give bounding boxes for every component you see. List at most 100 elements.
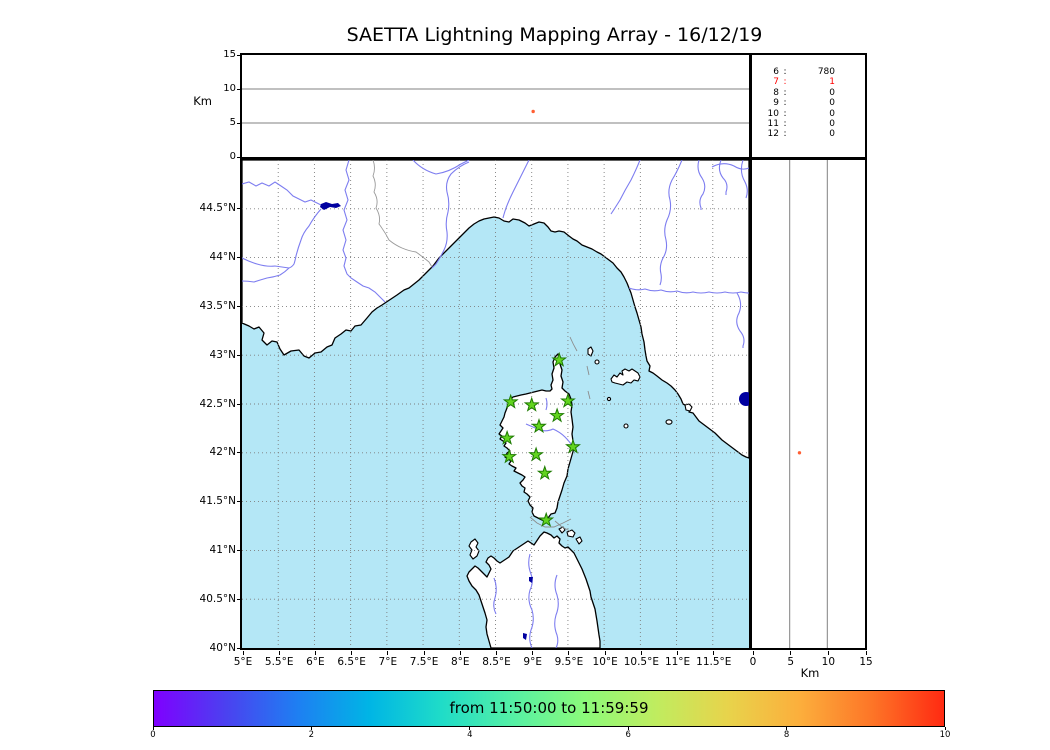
altitude-tick-label: 15 bbox=[223, 49, 236, 60]
stat-count-value: 0 bbox=[829, 98, 835, 109]
strait-lines bbox=[529, 336, 591, 532]
latitude-tick-label: 41°N bbox=[209, 543, 236, 556]
lightning-source-dot bbox=[531, 109, 535, 114]
lma-station-star bbox=[536, 464, 553, 481]
stat-altitude-label: 12 bbox=[767, 129, 779, 140]
stat-row: 6: 780 bbox=[753, 67, 861, 77]
river bbox=[431, 161, 470, 269]
lightning-source-dot bbox=[797, 451, 802, 455]
river bbox=[242, 181, 322, 206]
longitude-tick-label: 11°E bbox=[664, 656, 691, 668]
river bbox=[242, 208, 322, 283]
river bbox=[412, 160, 470, 175]
islet bbox=[606, 396, 612, 402]
stat-count-value: 1 bbox=[829, 77, 835, 88]
river bbox=[736, 292, 745, 348]
river bbox=[502, 160, 530, 219]
lake-serre-poncon bbox=[320, 202, 341, 210]
latitude-tick-label: 41.5°N bbox=[199, 495, 236, 508]
colorbar-tick-label: 8 bbox=[783, 730, 790, 740]
lightning-sources-right bbox=[797, 451, 802, 455]
river bbox=[659, 160, 683, 286]
tick-mark bbox=[944, 727, 946, 730]
lma-stations bbox=[499, 351, 581, 527]
longitude-tick-label: 11.5°E bbox=[696, 656, 732, 668]
map-panel bbox=[240, 158, 751, 650]
altitude-tick-label: 5 bbox=[229, 117, 236, 128]
altitude-tick-label: 10 bbox=[223, 83, 236, 94]
river bbox=[718, 160, 728, 195]
stat-count-value: 0 bbox=[829, 129, 835, 140]
river bbox=[342, 160, 386, 303]
stat-row: 7: 1 bbox=[753, 77, 861, 87]
tick-mark bbox=[236, 156, 241, 158]
latitude-tick-label: 43.5°N bbox=[199, 299, 236, 312]
altitude-lat-plot bbox=[789, 160, 828, 648]
coastline-sardinia bbox=[466, 531, 601, 648]
lma-station-star bbox=[502, 393, 519, 409]
lma-station-star bbox=[501, 448, 518, 464]
stat-row: 11: 0 bbox=[753, 119, 861, 129]
island-asinara bbox=[468, 538, 480, 560]
tick-mark bbox=[310, 727, 312, 730]
river bbox=[610, 160, 641, 215]
island-gorgona bbox=[594, 359, 600, 365]
stat-altitude-label: 6 bbox=[773, 67, 779, 77]
river bbox=[528, 553, 534, 648]
strait-line bbox=[586, 365, 590, 376]
tick-mark bbox=[568, 650, 570, 655]
tick-mark bbox=[236, 54, 241, 56]
river-arno bbox=[628, 287, 749, 294]
lma-station-star bbox=[538, 511, 555, 527]
tick-mark bbox=[236, 403, 241, 405]
tick-mark bbox=[790, 650, 792, 655]
km-tick-label: 0 bbox=[749, 656, 757, 668]
source-count-box bbox=[750, 53, 867, 159]
km-tick-label: 10 bbox=[821, 656, 836, 668]
longitude-tick-label: 6°E bbox=[306, 656, 325, 668]
tick-mark bbox=[713, 650, 715, 655]
islands bbox=[468, 346, 693, 560]
lake-bolsena bbox=[739, 392, 749, 406]
lakes bbox=[320, 202, 749, 640]
stat-colon: : bbox=[783, 87, 787, 98]
altitude-tick-label: 0 bbox=[229, 151, 236, 162]
tick-mark bbox=[236, 452, 241, 454]
altitude-axis-label: Km bbox=[193, 94, 212, 108]
tick-mark bbox=[236, 122, 241, 124]
river bbox=[740, 160, 748, 199]
tick-mark bbox=[827, 650, 829, 655]
tick-mark bbox=[865, 650, 867, 655]
river bbox=[697, 160, 706, 210]
lma-station-star bbox=[560, 392, 576, 408]
tick-mark bbox=[604, 650, 606, 655]
longitude-tick-label: 9°E bbox=[523, 656, 542, 668]
rivers bbox=[242, 160, 749, 648]
plot-title: SAETTA Lightning Mapping Array - 16/12/1… bbox=[346, 24, 763, 46]
longitude-tick-label: 5.5°E bbox=[264, 656, 294, 668]
island-pianosa bbox=[665, 419, 673, 425]
latitude-tick-label: 42.5°N bbox=[199, 397, 236, 410]
strait-line bbox=[569, 336, 578, 352]
stat-altitude-label: 9 bbox=[773, 98, 779, 109]
altitude-lon-panel bbox=[240, 53, 751, 159]
stat-row: 9: 0 bbox=[753, 98, 861, 108]
tick-mark bbox=[236, 88, 241, 90]
border-france-italy bbox=[372, 160, 433, 268]
river bbox=[554, 574, 559, 648]
longitude-tick-label: 8.5°E bbox=[482, 656, 511, 668]
stat-altitude-label: 11 bbox=[767, 119, 779, 130]
island-elba bbox=[610, 368, 641, 386]
latitude-tick-label: 43°N bbox=[209, 348, 236, 361]
right-panel-axis-label: Km bbox=[800, 666, 820, 680]
latitude-tick-label: 40°N bbox=[209, 641, 236, 654]
tick-mark bbox=[532, 650, 534, 655]
stat-count-value: 0 bbox=[829, 119, 835, 130]
tick-mark bbox=[236, 354, 241, 356]
tick-mark bbox=[152, 727, 154, 730]
longitude-tick-label: 6.5°E bbox=[337, 656, 366, 668]
islands-maddalena bbox=[558, 526, 583, 545]
tick-mark bbox=[236, 257, 241, 259]
longitude-tick-label: 8°E bbox=[450, 656, 470, 668]
tick-mark bbox=[640, 650, 642, 655]
